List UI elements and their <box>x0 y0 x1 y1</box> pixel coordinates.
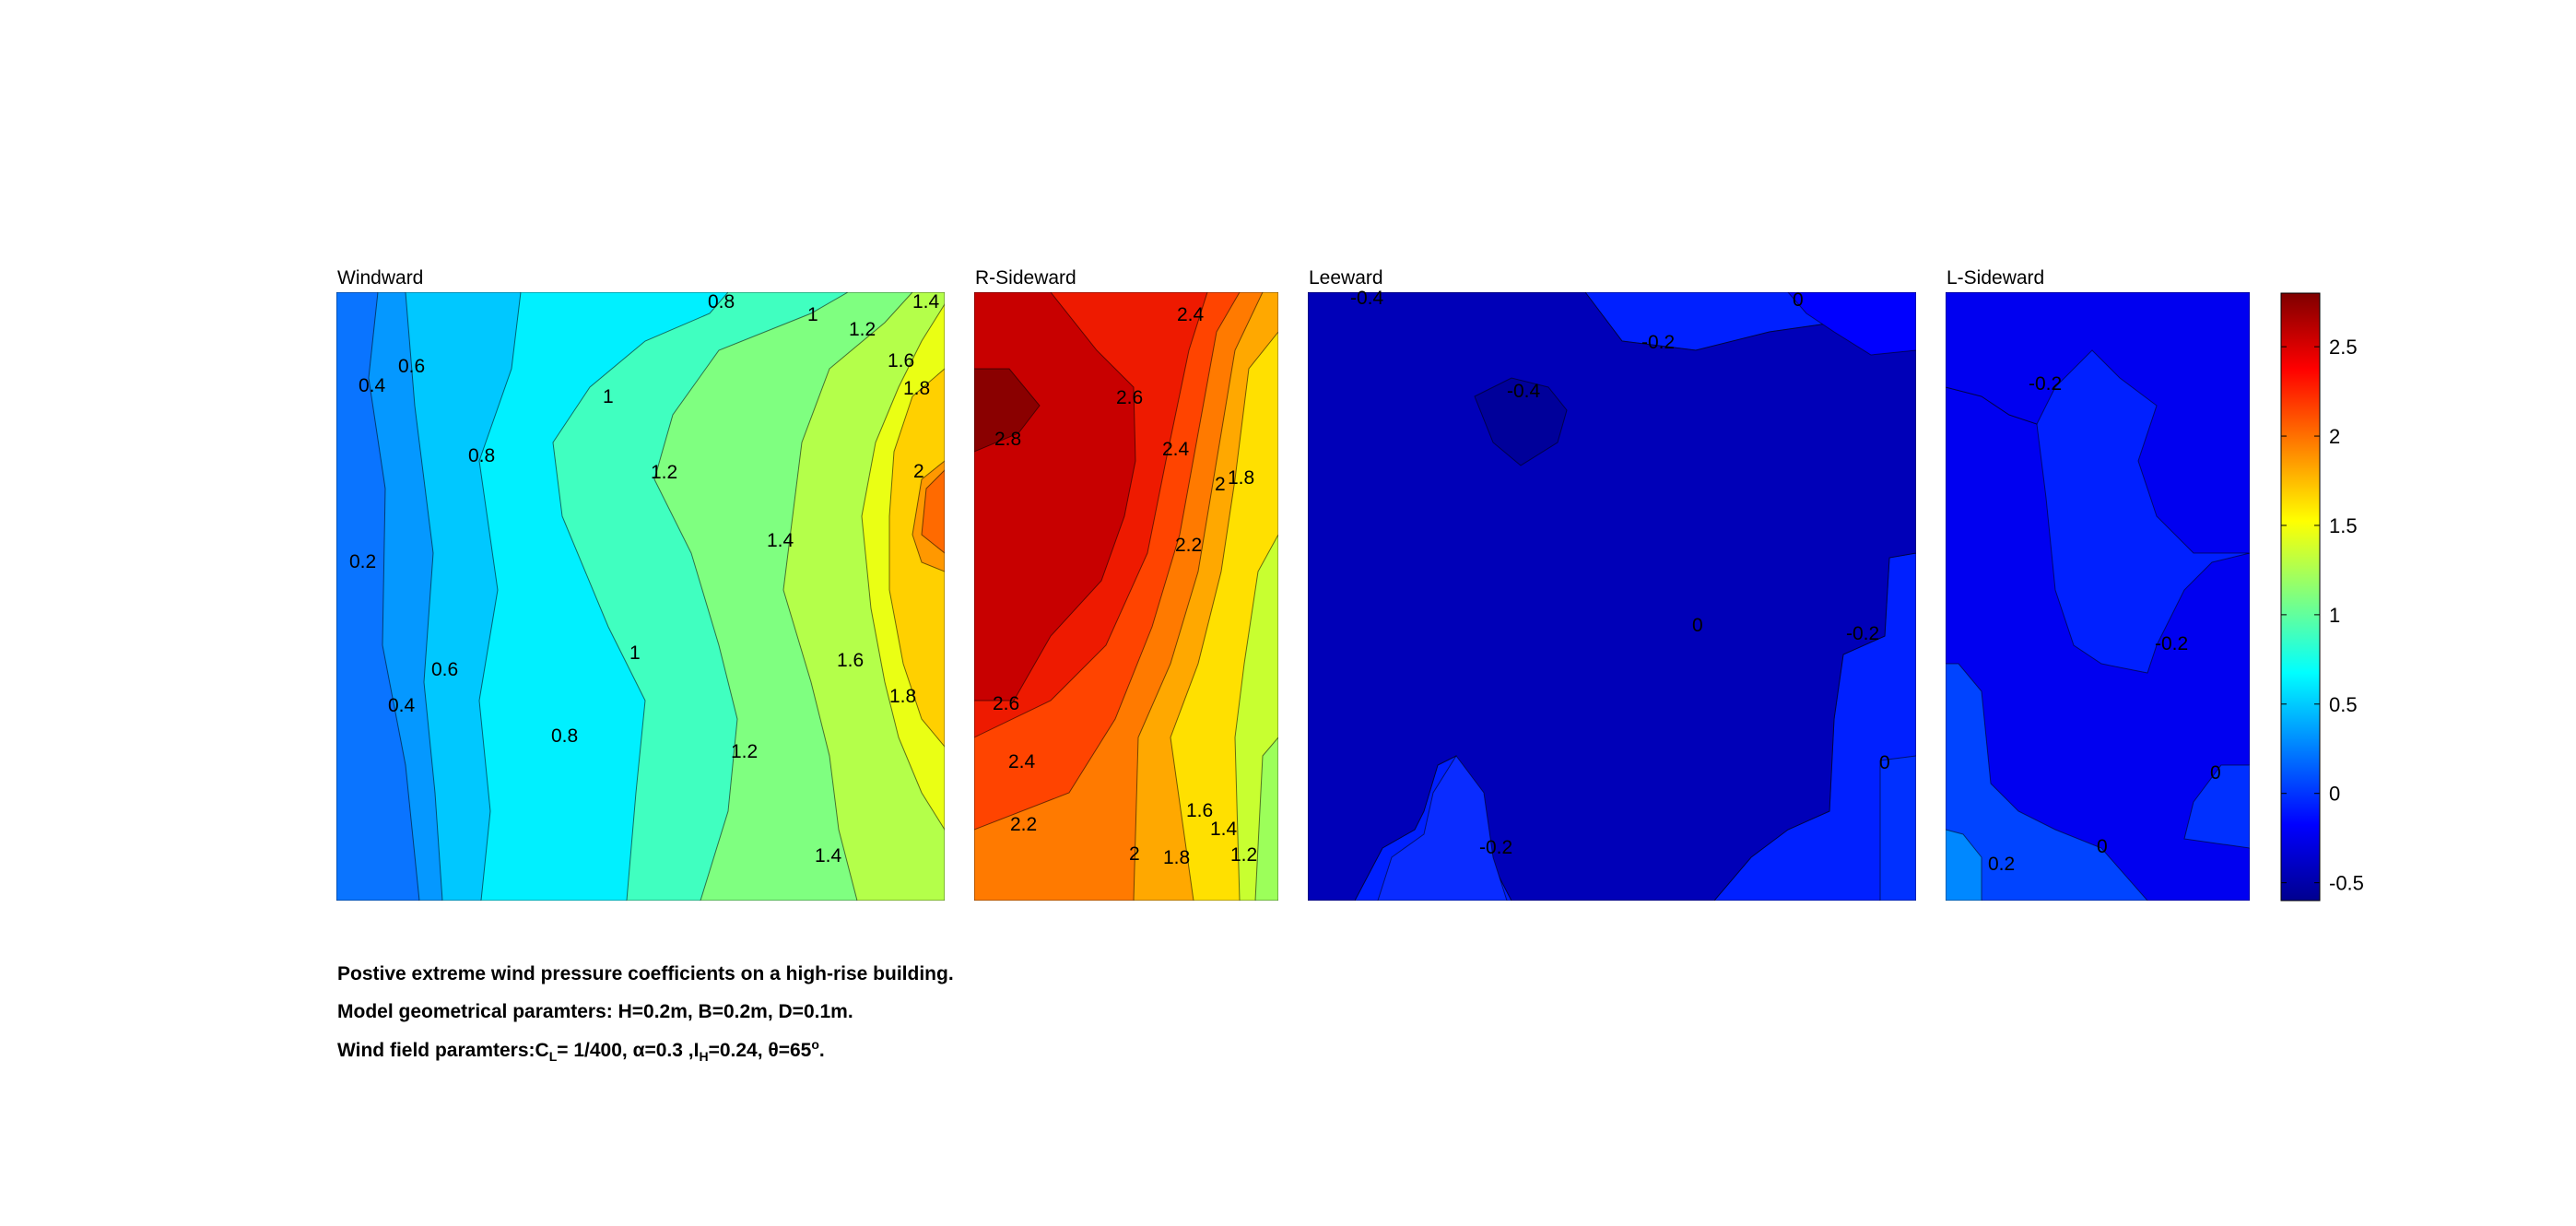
windward-band-2.2 <box>921 469 945 554</box>
l-sideward-contour-labels: -0.2 -0.2 0 0.2 0 <box>1988 373 2221 875</box>
contour-label: 2 <box>913 461 924 482</box>
contour-label: 0 <box>1793 289 1804 311</box>
contour-label: 2.6 <box>993 693 1019 714</box>
contour-label: 2.4 <box>1162 439 1190 460</box>
contour-label: 2.2 <box>1010 814 1037 835</box>
contour-label: 0.4 <box>359 375 386 396</box>
colorbar-tick-label: 1 <box>2329 604 2340 627</box>
contour-label: 1.2 <box>731 741 758 762</box>
panel-title-l-sideward: L-Sideward <box>1947 267 2044 289</box>
panel-l-sideward: L-Sideward -0.2 -0.2 0 0.2 0 <box>1946 267 2250 901</box>
contour-label: 2 <box>1129 843 1140 865</box>
contour-label: 2.4 <box>1177 304 1205 325</box>
contour-label: 1.2 <box>651 462 677 483</box>
contour-label: 1.8 <box>1228 467 1254 489</box>
contour-label: 0.6 <box>431 659 458 680</box>
contour-label: 1 <box>629 642 641 664</box>
colorbar-tick-label: 2 <box>2329 425 2340 448</box>
colorbar-ticks: 2.5 2 1.5 1 0.5 0 -0.5 <box>2281 336 2364 895</box>
contour-label: 1.2 <box>1230 844 1257 866</box>
contour-label: 0.4 <box>388 695 416 716</box>
panel-title-windward: Windward <box>337 267 423 289</box>
contour-label: 1.6 <box>1186 800 1213 821</box>
contour-label: 0.8 <box>551 725 578 747</box>
panel-title-r-sideward: R-Sideward <box>975 267 1076 289</box>
caption-line-1: Postive extreme wind pressure coefficien… <box>337 963 954 984</box>
contour-label: 0 <box>2210 762 2221 784</box>
contour-label: -0.2 <box>1846 623 1879 644</box>
contour-label: 2.6 <box>1116 387 1143 408</box>
leeward-bottom-left <box>1377 755 1508 901</box>
caption-line-3-end: . <box>818 1040 825 1061</box>
contour-label: 0 <box>1692 615 1703 636</box>
l-sideward-band-0.2 <box>1946 663 2148 901</box>
contour-label: 1.8 <box>1163 847 1190 868</box>
colorbar: 2.5 2 1.5 1 0.5 0 -0.5 <box>2280 292 2364 902</box>
caption-line-3-theta: =0.24, θ=65 <box>708 1040 812 1061</box>
colorbar-tick-label: 2.5 <box>2329 336 2358 359</box>
contour-label: -0.2 <box>1641 332 1675 353</box>
contour-label: 0.6 <box>398 356 425 377</box>
contour-label: 0.2 <box>349 551 376 572</box>
caption-cl-subscript: L <box>548 1049 558 1065</box>
panel-leeward: Leeward -0.4 0 -0.2 -0.4 0 -0.2 0 -0.2 <box>1308 267 1916 901</box>
leeward-contour-labels: -0.4 0 -0.2 -0.4 0 -0.2 0 -0.2 <box>1350 288 1890 858</box>
contour-label: -0.2 <box>2155 633 2188 654</box>
contour-label: -0.2 <box>2029 373 2062 395</box>
contour-label: -0.2 <box>1479 837 1512 858</box>
contour-label: 1 <box>603 386 614 407</box>
r-sideward-band-2.8 <box>974 368 1041 453</box>
r-sideward-contour-labels: 2.4 2.6 2.8 2.4 2 1.8 2.2 2.6 2.4 2.2 1.… <box>993 304 1257 868</box>
l-sideward-right <box>2183 764 2250 849</box>
windward-band-1.8 <box>888 368 945 748</box>
contour-label: 1.4 <box>767 530 794 551</box>
contour-label: 2.2 <box>1175 535 1202 556</box>
contour-label: 1.2 <box>849 319 876 340</box>
contour-label: 1.8 <box>903 378 930 399</box>
caption-line-3-prefix: Wind field paramters:C <box>337 1040 549 1061</box>
caption-degree-superscript: o <box>811 1037 819 1052</box>
contour-label: 1.8 <box>889 686 916 707</box>
contour-label: 1 <box>807 304 818 325</box>
l-sideward-top-inner <box>1946 292 2250 554</box>
caption-ih-subscript: H <box>699 1049 709 1065</box>
contour-label: 0 <box>1879 752 1890 773</box>
panel-windward: Windward 0.8 1 1.2 1.4 0.6 1.6 0.4 1.8 1… <box>336 267 945 901</box>
leeward-band-neg0.4 <box>1308 292 1916 901</box>
colorbar-tick-label: -0.5 <box>2329 872 2364 895</box>
contour-label: 0 <box>2097 836 2108 857</box>
contour-label: 2.4 <box>1008 751 1036 772</box>
contour-label: 0.8 <box>708 291 735 312</box>
contour-label: 2.8 <box>994 429 1021 450</box>
windward-contour-labels: 0.8 1 1.2 1.4 0.6 1.6 0.4 1.8 1 0.8 1.2 … <box>349 291 940 866</box>
colorbar-tick-label: 0 <box>2329 783 2340 806</box>
leeward-band-neg0.6 <box>1474 377 1568 466</box>
contour-label: -0.4 <box>1350 288 1384 309</box>
panel-r-sideward: R-Sideward 2.4 2.6 2.8 2.4 2 1.8 2.2 2.6… <box>974 267 1278 901</box>
contour-label: 1.4 <box>1210 819 1238 840</box>
contour-label: 2 <box>1215 474 1226 495</box>
l-sideward-band-0.4 <box>1946 829 1982 901</box>
contour-label: 1.4 <box>912 291 940 312</box>
contour-label: 1.6 <box>837 650 864 671</box>
leeward-corner <box>1787 292 1916 356</box>
caption-line-3: Wind field paramters:CL= 1/400, α=0.3 ,I… <box>337 1037 825 1064</box>
caption-line-2: Model geometrical paramters: H=0.2m, B=0… <box>337 1001 853 1022</box>
leeward-right-edge <box>1879 755 1916 901</box>
colorbar-tick-label: 0.5 <box>2329 693 2358 716</box>
contour-label: 0.2 <box>1988 854 2015 875</box>
contour-label: -0.4 <box>1507 381 1541 402</box>
panel-title-leeward: Leeward <box>1309 267 1383 289</box>
contour-label: 0.8 <box>468 445 495 466</box>
contour-label: 1.6 <box>888 350 914 371</box>
contour-label: 1.4 <box>815 845 842 866</box>
caption-line-3-mid: = 1/400, α=0.3 ,I <box>557 1040 700 1061</box>
colorbar-gradient <box>2280 292 2321 902</box>
colorbar-tick-label: 1.5 <box>2329 514 2358 537</box>
